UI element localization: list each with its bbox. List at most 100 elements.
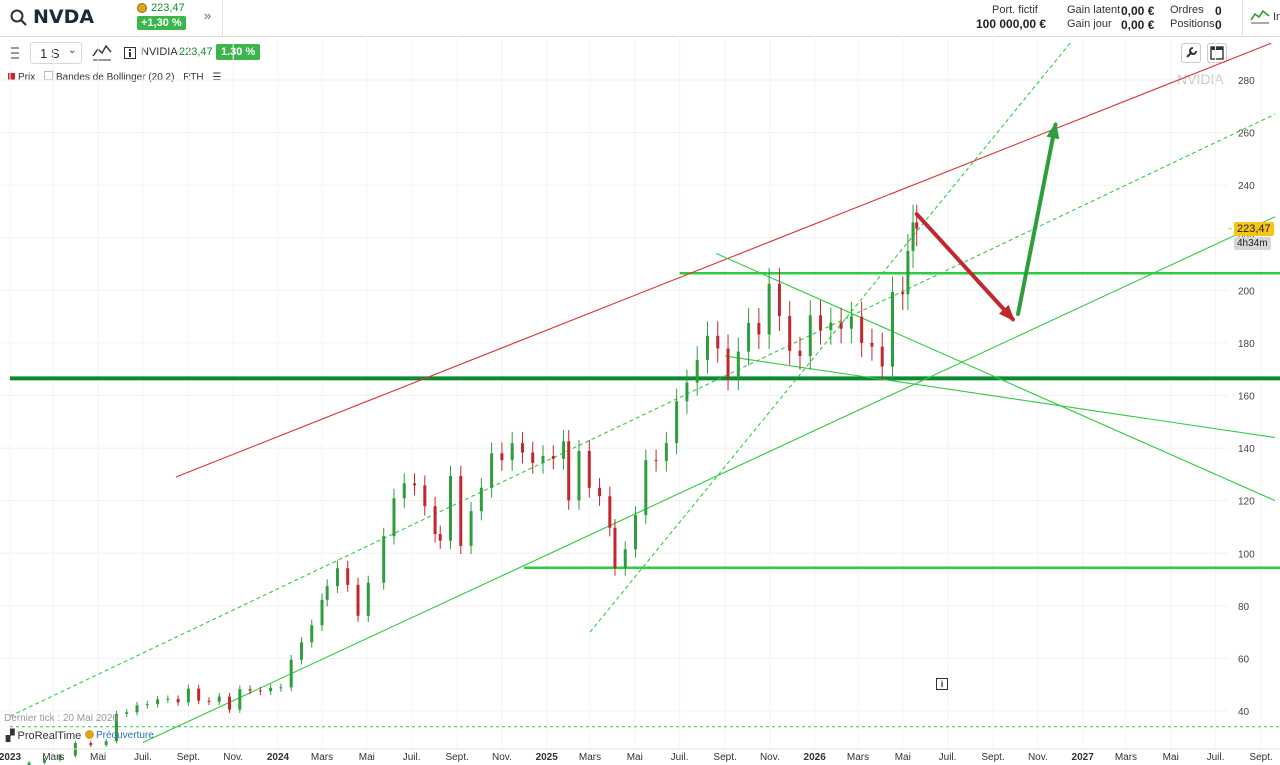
- candle-body: [747, 322, 751, 352]
- candle-body: [238, 689, 242, 710]
- candle-body: [644, 460, 648, 516]
- timeframe-select[interactable]: 1 S ⌄: [30, 42, 82, 64]
- top-bar: NVDA 223,47 +1,30 % » Port. fictif 100 0…: [0, 0, 1280, 37]
- account-button[interactable]: In: [1242, 0, 1280, 36]
- symbol-box[interactable]: NVDA 223,47 +1,30 % »: [0, 0, 223, 36]
- x-tick-label: Juil.: [134, 752, 152, 763]
- x-tick-label: 2023: [0, 752, 22, 763]
- candle-body: [135, 705, 139, 713]
- candle-body: [777, 283, 781, 317]
- x-tick-label: Mai: [627, 752, 643, 763]
- trendline: [716, 253, 1276, 502]
- time-axis: 2023 Mars Mai Juil. Sept. Nov. 2024 Mars Mai Juil…: [0, 748, 1280, 763]
- positions-label: Positions: [1170, 18, 1215, 30]
- expand-chevron-icon[interactable]: »: [204, 8, 212, 23]
- candle-body: [798, 350, 802, 357]
- candle-body: [43, 759, 47, 763]
- trendline: [725, 355, 1276, 439]
- prorealtime-logo: ▞ ProRealTime: [6, 729, 81, 742]
- candle-body: [757, 322, 761, 335]
- candle-body: [433, 506, 437, 535]
- horizontal-levels: [10, 271, 1280, 728]
- candle-body: [911, 222, 915, 251]
- y-tick-label: 160: [1238, 392, 1255, 403]
- settings-wrench-button[interactable]: [1181, 43, 1201, 63]
- candle-body: [736, 351, 740, 378]
- forecast-arrow-head: [1046, 121, 1060, 140]
- candle-body: [58, 755, 62, 760]
- candle-body: [228, 696, 232, 710]
- candle-body: [849, 316, 853, 329]
- quote-change-badge: +1,30 %: [137, 16, 186, 30]
- x-tick-label: Juil.: [403, 752, 421, 763]
- candle-body: [880, 346, 884, 367]
- candle-body: [325, 586, 329, 600]
- x-tick-label: Sept.: [1249, 752, 1272, 763]
- candle-body: [217, 696, 221, 702]
- x-tick-label: 2027: [1072, 752, 1095, 763]
- y-tick-label: 120: [1238, 497, 1255, 508]
- trendline: [9, 113, 1276, 717]
- candle-body: [685, 382, 689, 402]
- candle-body: [258, 690, 262, 692]
- y-tick-label: 240: [1238, 181, 1255, 192]
- legend-bollinger[interactable]: Bandes de Bollinger (20 2): [44, 71, 174, 83]
- legend-price[interactable]: Prix: [8, 72, 35, 83]
- chart-type-button[interactable]: [90, 42, 114, 64]
- legend-rth[interactable]: RTH: [183, 72, 204, 83]
- event-info-icon[interactable]: i: [936, 678, 948, 690]
- candle-body: [520, 443, 524, 453]
- x-tick-label: 2025: [536, 752, 559, 763]
- forecast-arrow-shaft: [1016, 122, 1058, 316]
- candle-body: [73, 743, 77, 756]
- y-tick-label: 280: [1238, 76, 1255, 87]
- candle-body: [490, 453, 494, 488]
- candle-body: [567, 441, 571, 501]
- chart-price: 223,47: [179, 46, 213, 58]
- trendline: [142, 216, 1276, 744]
- candle-body: [562, 441, 566, 459]
- x-tick-label: Sept.: [713, 752, 736, 763]
- logo-mark-icon: ▞: [6, 730, 18, 742]
- candle-body: [654, 460, 658, 462]
- x-tick-label: Nov.: [492, 752, 512, 763]
- candle-body: [197, 688, 201, 701]
- candle-body: [623, 549, 627, 569]
- candle-body: [366, 582, 370, 616]
- wrench-icon: [1186, 47, 1197, 58]
- candle-body: [320, 599, 324, 626]
- symbol-name[interactable]: NVDA: [33, 6, 95, 28]
- drag-handle[interactable]: [6, 42, 24, 64]
- candle-body: [675, 401, 679, 444]
- unrealized-label: Gain latent: [1067, 4, 1121, 16]
- candle-body: [664, 443, 668, 461]
- info-icon[interactable]: [124, 47, 136, 59]
- last-price-tag: 223,47: [1234, 221, 1274, 236]
- legend-price-label: Prix: [18, 72, 36, 83]
- list-icon[interactable]: ☰: [212, 72, 222, 83]
- x-tick-label: Mars: [311, 752, 333, 763]
- candle-body: [269, 687, 273, 692]
- x-tick-label: Nov.: [1028, 752, 1048, 763]
- candle-body: [392, 498, 396, 537]
- x-tick-label: Mai: [90, 752, 106, 763]
- maximize-button[interactable]: [1207, 43, 1227, 63]
- last-tick-label: Dernier tick : 20 Mai 2026: [4, 713, 118, 724]
- maximize-icon: [1210, 46, 1224, 60]
- candle-body: [695, 360, 699, 383]
- chart-change-badge: 1.30 %: [216, 44, 261, 60]
- x-tick-label: Mai: [359, 752, 375, 763]
- unrealized-value: 0,00 €: [1121, 4, 1155, 18]
- chart-instrument: NVIDIA: [141, 46, 178, 58]
- x-tick-label: Sept.: [177, 752, 200, 763]
- candle-body: [587, 450, 591, 488]
- candle-body: [402, 483, 406, 499]
- search-icon[interactable]: [9, 8, 29, 28]
- candle-body: [156, 699, 160, 705]
- chart-type-icon: [92, 44, 112, 61]
- x-tick-label: Nov.: [223, 752, 243, 763]
- x-tick-label: Juil.: [1207, 752, 1225, 763]
- y-tick-label: 180: [1238, 339, 1255, 350]
- candle-body: [634, 515, 638, 550]
